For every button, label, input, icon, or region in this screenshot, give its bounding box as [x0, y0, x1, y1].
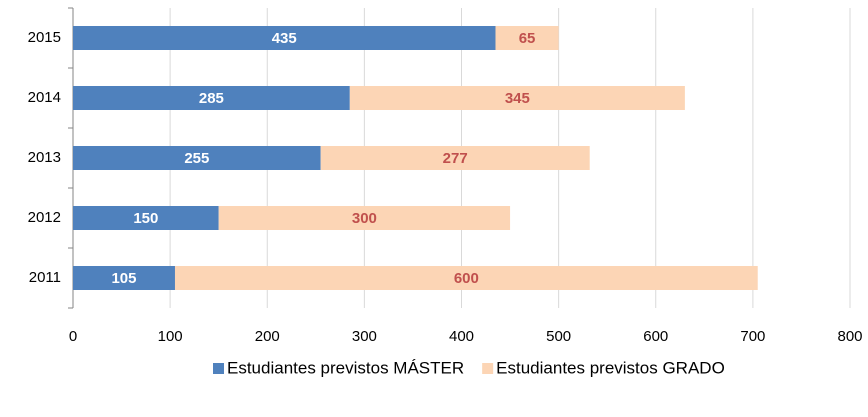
bar-segment — [73, 266, 175, 290]
x-tick-label: 400 — [449, 328, 474, 345]
legend-swatch — [482, 363, 494, 374]
bar-segment — [218, 206, 511, 230]
x-tick-label: 700 — [740, 328, 765, 345]
y-tick-label: 2011 — [29, 269, 61, 286]
x-tick-label: 300 — [352, 328, 377, 345]
data-label: 255 — [184, 150, 209, 167]
bar-segment — [320, 146, 590, 170]
legend-swatch — [213, 363, 224, 374]
data-label: 300 — [352, 210, 377, 227]
bar-segment — [174, 266, 758, 290]
data-label: 600 — [454, 270, 479, 287]
data-label: 435 — [272, 30, 297, 47]
data-label: 345 — [505, 90, 530, 107]
bar-segment — [73, 146, 321, 170]
legend-label: Estudiantes previstos GRADO — [496, 358, 725, 377]
x-tick-label: 600 — [643, 328, 668, 345]
bar-segment — [73, 206, 219, 230]
x-tick-label: 800 — [837, 328, 862, 345]
x-tick-label: 500 — [546, 328, 571, 345]
data-label: 285 — [199, 90, 224, 107]
data-label: 277 — [443, 150, 468, 167]
y-tick-label: 2013 — [28, 149, 61, 166]
data-label: 150 — [133, 210, 158, 227]
x-tick-label: 100 — [158, 328, 183, 345]
bar-segment — [495, 26, 559, 50]
bar-segment — [73, 86, 350, 110]
y-tick-label: 2012 — [28, 209, 61, 226]
x-tick-label: 0 — [69, 328, 77, 345]
data-label: 65 — [519, 30, 536, 47]
legend-label: Estudiantes previstos MÁSTER — [227, 358, 464, 377]
bar-segment — [73, 26, 496, 50]
x-tick-label: 200 — [255, 328, 280, 345]
y-tick-label: 2015 — [28, 29, 61, 46]
y-tick-label: 2014 — [28, 89, 61, 106]
data-label: 105 — [111, 270, 136, 287]
bar-segment — [349, 86, 685, 110]
